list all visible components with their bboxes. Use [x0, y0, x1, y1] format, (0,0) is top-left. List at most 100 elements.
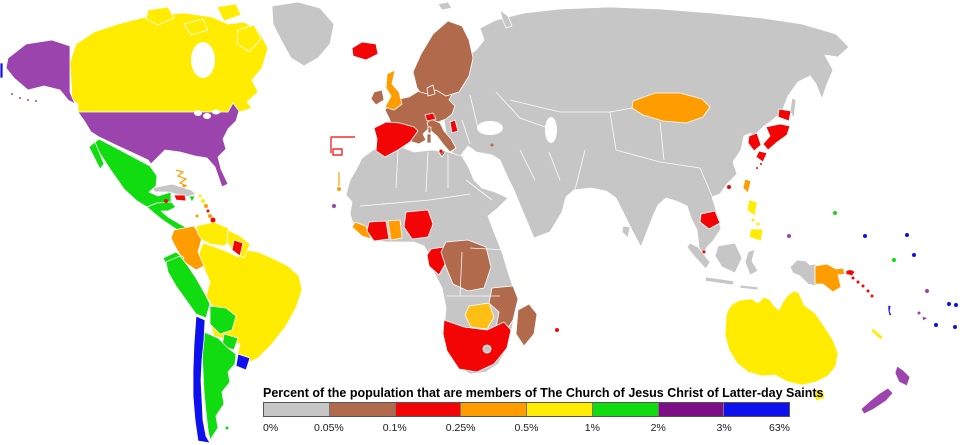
region-cote-divoire[interactable] — [366, 220, 390, 242]
region-usa[interactable] — [77, 102, 240, 188]
island-dot-trinidad-tobago[interactable] — [210, 217, 216, 223]
region-scandinavia[interactable] — [412, 20, 474, 97]
region-corsica[interactable] — [427, 126, 432, 134]
island-dot-kiribati-west[interactable] — [905, 233, 909, 237]
region-sardinia[interactable] — [426, 133, 432, 144]
island-dot-solomon-2[interactable] — [856, 280, 860, 284]
island-dot-cape-verde[interactable] — [332, 204, 336, 208]
region-switzerland[interactable] — [424, 112, 437, 122]
island-dot-bahamas[interactable] — [182, 184, 186, 188]
region-bolivia[interactable] — [209, 305, 237, 335]
region-baja-california[interactable] — [88, 141, 105, 170]
region-eurasia-base[interactable] — [443, 6, 850, 256]
island-dot-aleutian-3[interactable] — [27, 99, 29, 101]
region-indonesia-sulawesi[interactable] — [744, 248, 759, 276]
region-indonesia-sumatra[interactable] — [686, 242, 711, 270]
region-south-africa[interactable] — [442, 319, 512, 373]
island-dot-philippine-visayas-2[interactable] — [756, 222, 760, 226]
region-canada-arctic-1[interactable] — [145, 6, 175, 26]
region-uruguay[interactable] — [235, 353, 251, 371]
region-albania[interactable] — [449, 119, 459, 134]
island-dot-solomon-5[interactable] — [870, 294, 874, 298]
island-dot-malta[interactable] — [439, 149, 443, 153]
region-lesotho[interactable] — [482, 344, 492, 354]
island-dot-hong-kong[interactable] — [727, 185, 731, 189]
region-ghana[interactable] — [387, 219, 403, 241]
region-alaska[interactable] — [5, 39, 76, 105]
island-dot-solomon-3[interactable] — [861, 284, 865, 288]
region-papua-new-guinea[interactable] — [814, 263, 846, 293]
region-canada-arctic-2[interactable] — [183, 18, 209, 36]
region-new-zealand-north[interactable] — [894, 365, 911, 387]
island-dot-aleutian-4[interactable] — [35, 100, 37, 102]
region-botswana[interactable] — [464, 302, 495, 330]
island-dot-guadeloupe[interactable] — [201, 199, 205, 203]
region-hispaniola[interactable] — [173, 194, 187, 202]
region-south-korea[interactable] — [747, 132, 762, 152]
island-dot-micronesia[interactable] — [892, 258, 896, 262]
region-canada-arctic-3[interactable] — [216, 3, 242, 22]
region-cuba[interactable] — [151, 183, 197, 198]
region-dr-congo[interactable] — [440, 239, 492, 292]
region-sierra-leone-liberia[interactable] — [351, 221, 372, 240]
island-dot-tonga[interactable] — [934, 323, 938, 327]
island-dot-philippine-visayas-1[interactable] — [751, 218, 755, 222]
region-nigeria[interactable] — [403, 209, 434, 240]
region-indonesia-lesser-sunda[interactable] — [739, 284, 759, 291]
island-dot-wallis[interactable] — [954, 303, 958, 307]
island-dot-reunion-mauritius[interactable] — [555, 328, 559, 332]
region-japan-honshu[interactable] — [762, 123, 791, 151]
island-dot-solomon-1[interactable] — [851, 276, 855, 280]
region-cambodia[interactable] — [699, 210, 721, 230]
region-svalbard[interactable] — [437, 1, 453, 11]
island-dot-french-polynesia[interactable] — [925, 289, 929, 293]
region-venezuela[interactable] — [195, 221, 234, 247]
region-iceland[interactable] — [351, 41, 379, 61]
island-dot-antigua[interactable] — [198, 194, 202, 198]
island-dot-aleutian-1[interactable] — [11, 93, 13, 95]
region-sri-lanka[interactable] — [621, 225, 631, 239]
region-canada[interactable] — [69, 12, 269, 113]
region-philippines-mindanao[interactable] — [748, 228, 764, 242]
island-dot-martinique[interactable] — [204, 204, 208, 208]
island-dot-palau[interactable] — [787, 234, 791, 238]
region-map-edge-fragment[interactable] — [0, 62, 4, 79]
region-iberia[interactable] — [373, 121, 419, 158]
island-dot-fiji-2[interactable] — [917, 311, 921, 315]
region-japan-hokkaido[interactable] — [777, 108, 792, 122]
island-dot-cook-islands[interactable] — [953, 325, 957, 329]
island-dot-barbados[interactable] — [208, 214, 212, 218]
region-peru[interactable] — [165, 255, 211, 319]
island-dot-kiribati-east[interactable] — [912, 253, 916, 257]
region-indonesia-borneo[interactable] — [714, 242, 743, 274]
region-mongolia[interactable] — [631, 92, 711, 124]
region-new-britain[interactable] — [845, 269, 856, 277]
region-novaya-zemlya[interactable] — [499, 9, 513, 29]
region-new-zealand-south[interactable] — [860, 387, 894, 415]
region-new-caledonia[interactable] — [870, 327, 884, 341]
region-sakhalin[interactable] — [789, 97, 797, 119]
region-tasmania[interactable] — [812, 389, 826, 402]
region-greenland[interactable] — [271, 1, 335, 67]
island-dot-canary-islands[interactable] — [337, 187, 341, 191]
island-dot-okinawa-1[interactable] — [756, 167, 758, 169]
island-dot-aruba-curacao[interactable] — [195, 214, 199, 218]
region-canada-arctic-baffin[interactable] — [236, 24, 262, 53]
region-madagascar[interactable] — [515, 303, 538, 347]
region-chile[interactable] — [192, 315, 211, 444]
region-taiwan[interactable] — [742, 178, 752, 194]
island-dot-marshall-islands[interactable] — [863, 234, 867, 238]
island-dot-aleutian-2[interactable] — [19, 97, 21, 99]
region-united-kingdom[interactable] — [384, 69, 403, 111]
region-denmark[interactable] — [426, 84, 436, 97]
island-dot-falkland-islands[interactable] — [225, 426, 229, 430]
region-australia[interactable] — [724, 290, 839, 386]
island-dot-st-lucia[interactable] — [206, 209, 210, 213]
region-fiji[interactable] — [921, 315, 929, 322]
island-dot-samoa[interactable] — [947, 302, 951, 306]
island-dot-singapore[interactable] — [702, 250, 706, 254]
region-west-papua[interactable] — [789, 259, 817, 287]
island-dot-jamaica[interactable] — [164, 199, 168, 203]
island-dot-cyprus[interactable] — [490, 143, 494, 147]
region-indonesia-java[interactable] — [704, 276, 735, 286]
